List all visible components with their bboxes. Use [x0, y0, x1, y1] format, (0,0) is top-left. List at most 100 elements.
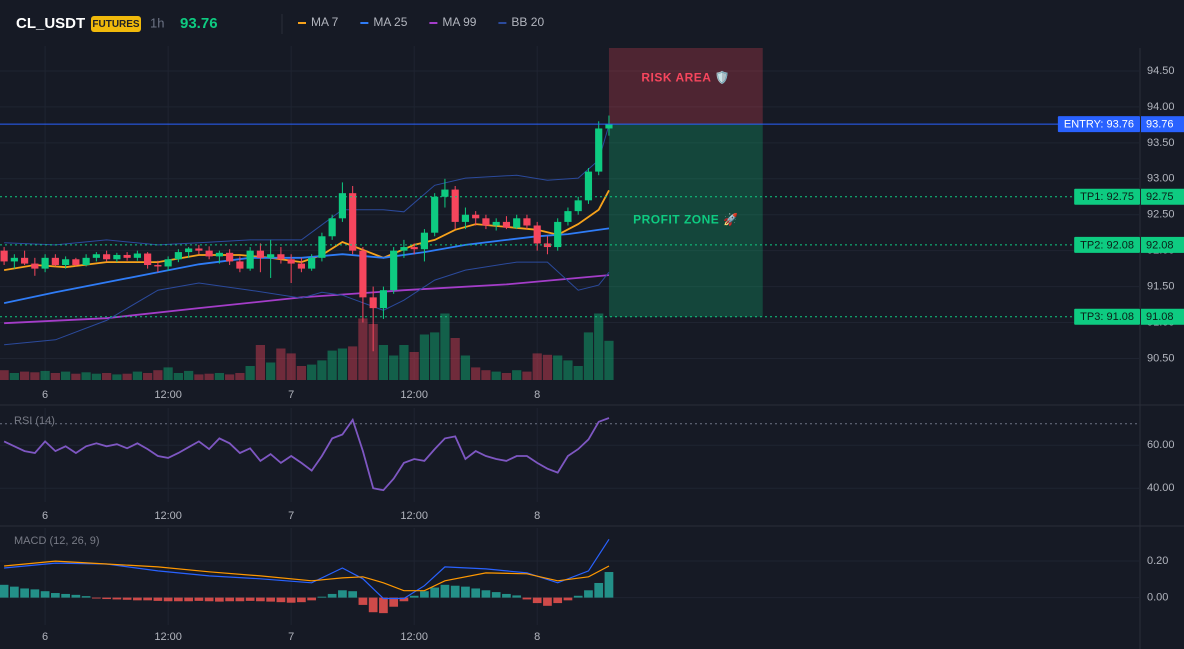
candle-body [472, 214, 480, 219]
x-tick-label: 7 [288, 389, 294, 401]
histogram-bar [543, 597, 552, 606]
volume-bar [255, 345, 266, 380]
x-tick-label: 7 [288, 631, 294, 643]
volume-bar [60, 371, 71, 380]
level-label-bg [1057, 116, 1140, 133]
histogram-bar [317, 596, 327, 598]
level-label-bg [1074, 308, 1140, 325]
histogram-bar [61, 593, 70, 598]
volume-bar [409, 352, 419, 380]
histogram-bar [512, 595, 522, 598]
candle-body [277, 254, 285, 260]
volume-bar [225, 374, 235, 380]
candle-body [431, 196, 439, 233]
candle-body [215, 252, 223, 257]
histogram-bar [573, 595, 583, 598]
histogram-bar [522, 597, 532, 600]
histogram-bar [163, 597, 173, 602]
legend-entry: MA 25 [373, 15, 407, 29]
macd-line [4, 560, 610, 592]
volume-bar [132, 371, 142, 380]
histogram-bar [215, 597, 224, 602]
histogram-bar [399, 597, 409, 602]
last-price: 93.76 [180, 15, 218, 32]
histogram-bar [133, 597, 142, 601]
volume-bar [419, 334, 430, 380]
x-tick-label: 6 [42, 631, 48, 643]
level-tag: TP1: 92.75 [1074, 188, 1140, 205]
histogram-bar [553, 597, 563, 604]
zone-label: PROFIT ZONE 🚀 [633, 213, 738, 227]
candle-body [226, 252, 234, 262]
candle-body [185, 248, 193, 253]
x-tick-label: 12:00 [400, 510, 428, 522]
axis-tag: 92.08 [1146, 239, 1174, 251]
volume-bar [296, 366, 307, 380]
axis-tag-bg [1141, 308, 1184, 325]
histogram-bar [532, 597, 542, 604]
histogram-bar [368, 597, 378, 613]
symbol: CL_USDT [16, 15, 85, 32]
candle-body [533, 225, 541, 244]
volume-bar [153, 370, 163, 380]
y-tick-label: 93.00 [1147, 173, 1175, 185]
level-label-bg [1074, 236, 1140, 253]
candle-body [379, 290, 388, 309]
candle-body [482, 218, 490, 226]
histogram-bar [102, 597, 111, 600]
volume-bar [491, 371, 501, 380]
x-tick-label: 12:00 [154, 510, 182, 522]
volume-bar [81, 372, 91, 380]
y-tick-label: 94.00 [1147, 101, 1175, 113]
candle-body [31, 263, 39, 269]
volume-bar [50, 373, 60, 380]
histogram-bar [40, 591, 50, 598]
candle-body [10, 257, 18, 262]
x-tick-label: 8 [534, 631, 540, 643]
volume-bar [378, 345, 389, 380]
candle-body [92, 254, 100, 258]
histogram-bar [20, 588, 29, 598]
histogram-bar [30, 589, 40, 598]
histogram-bar [389, 597, 399, 607]
histogram-bar [420, 591, 429, 598]
badge-bg [91, 16, 141, 32]
candle-body [523, 218, 531, 226]
histogram-bar [256, 597, 265, 602]
candle-body [584, 171, 593, 201]
histogram-bar [502, 593, 511, 598]
volume-bar [19, 371, 30, 380]
volume-bar [542, 354, 553, 380]
interval[interactable]: 1h [150, 15, 164, 30]
level-tag: ENTRY: 93.76 [1057, 116, 1140, 133]
histogram-bar [358, 597, 368, 605]
candle-body [21, 257, 29, 264]
volume-bar [430, 332, 440, 380]
volume-bar [389, 355, 399, 380]
candle-body [267, 254, 275, 258]
histogram-bar [0, 584, 9, 598]
volume-bar [184, 370, 194, 380]
volume-bar [112, 374, 122, 380]
badge: FUTURES [92, 19, 140, 30]
indicator-title: MACD (12, 26, 9) [14, 535, 100, 547]
histogram-bar [276, 597, 286, 603]
histogram-bar [143, 597, 152, 601]
volume-bar [573, 366, 583, 380]
histogram-bar [112, 597, 122, 600]
legend-entry: MA 99 [442, 15, 476, 29]
volume-bar [583, 332, 594, 380]
candle-body [349, 193, 357, 251]
volume-bar [143, 373, 153, 380]
volume-bar [30, 372, 40, 380]
histogram-bar [584, 590, 593, 598]
histogram-bar [440, 584, 450, 598]
volume-bar [481, 370, 491, 380]
legend-entry: BB 20 [511, 15, 544, 29]
candle-body [461, 214, 470, 222]
histogram-bar [327, 593, 337, 598]
x-tick-label: 8 [534, 510, 540, 522]
histogram-bar [51, 593, 60, 598]
histogram-bar [604, 572, 614, 598]
volume-bar [460, 355, 471, 380]
